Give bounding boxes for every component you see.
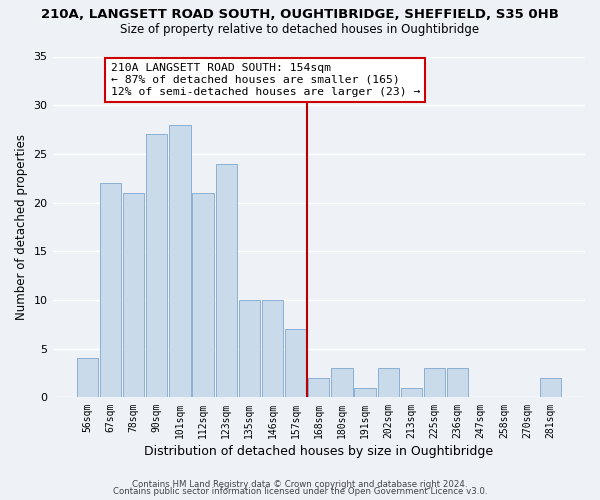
Bar: [401, 388, 422, 398]
Bar: [100, 183, 121, 398]
Bar: [447, 368, 468, 398]
Bar: [262, 300, 283, 398]
Bar: [146, 134, 167, 398]
Bar: [308, 378, 329, 398]
Y-axis label: Number of detached properties: Number of detached properties: [15, 134, 28, 320]
Bar: [377, 368, 399, 398]
Bar: [355, 388, 376, 398]
Text: 210A LANGSETT ROAD SOUTH: 154sqm
← 87% of detached houses are smaller (165)
12% : 210A LANGSETT ROAD SOUTH: 154sqm ← 87% o…: [110, 64, 420, 96]
Bar: [123, 193, 145, 398]
Bar: [239, 300, 260, 398]
Text: Contains public sector information licensed under the Open Government Licence v3: Contains public sector information licen…: [113, 488, 487, 496]
Bar: [539, 378, 561, 398]
Text: Contains HM Land Registry data © Crown copyright and database right 2024.: Contains HM Land Registry data © Crown c…: [132, 480, 468, 489]
Bar: [193, 193, 214, 398]
X-axis label: Distribution of detached houses by size in Oughtibridge: Distribution of detached houses by size …: [144, 444, 493, 458]
Bar: [169, 124, 191, 398]
Bar: [215, 164, 237, 398]
Bar: [285, 330, 306, 398]
Bar: [424, 368, 445, 398]
Text: 210A, LANGSETT ROAD SOUTH, OUGHTIBRIDGE, SHEFFIELD, S35 0HB: 210A, LANGSETT ROAD SOUTH, OUGHTIBRIDGE,…: [41, 8, 559, 20]
Bar: [331, 368, 353, 398]
Text: Size of property relative to detached houses in Oughtibridge: Size of property relative to detached ho…: [121, 22, 479, 36]
Bar: [77, 358, 98, 398]
